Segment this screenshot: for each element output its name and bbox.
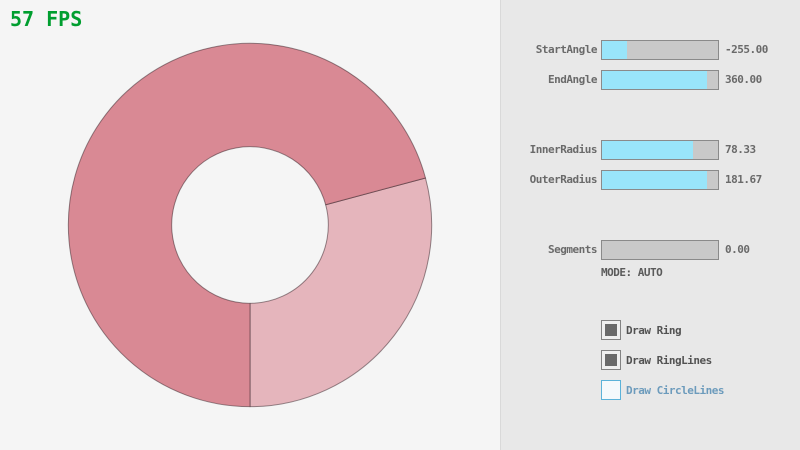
checkbox-row-draw-circlelines: Draw CircleLines <box>601 380 724 400</box>
startangle-value: -255.00 <box>725 43 768 56</box>
outerradius-slider-fill <box>602 171 708 189</box>
endangle-slider-fill <box>602 71 707 89</box>
slider-row-outerradius: OuterRadius 181.67 <box>501 170 800 190</box>
slider-row-innerradius: InnerRadius 78.33 <box>501 140 800 160</box>
innerradius-label: InnerRadius <box>529 143 598 156</box>
checkbox-row-draw-ring: Draw Ring <box>601 320 682 340</box>
slider-row-endangle: EndAngle 360.00 <box>501 70 800 90</box>
innerradius-slider[interactable] <box>601 140 719 160</box>
checkbox-check-icon <box>604 323 617 336</box>
endangle-label: EndAngle <box>548 73 597 86</box>
fps-counter: 57 FPS <box>10 7 83 31</box>
slider-row-segments: Segments 0.00 <box>501 240 800 260</box>
segments-slider[interactable] <box>601 240 719 260</box>
startangle-slider[interactable] <box>601 40 719 60</box>
draw-ringlines-label: Draw RingLines <box>626 353 712 367</box>
checkbox-check-icon <box>604 353 617 366</box>
slider-row-startangle: StartAngle -255.00 <box>501 40 800 60</box>
ring-segment-dark <box>67 42 427 408</box>
draw-circlelines-label: Draw CircleLines <box>626 383 724 397</box>
innerradius-slider-fill <box>602 141 693 159</box>
segments-mode-label: MODE: AUTO <box>601 266 663 279</box>
ring-segment-light <box>249 177 433 408</box>
startangle-slider-fill <box>602 41 628 59</box>
endangle-slider[interactable] <box>601 70 719 90</box>
checkbox-row-draw-ringlines: Draw RingLines <box>601 350 712 370</box>
outerradius-slider[interactable] <box>601 170 719 190</box>
outerradius-label: OuterRadius <box>529 173 598 186</box>
outerradius-value: 181.67 <box>725 173 762 186</box>
ring-donut-chart <box>67 42 433 408</box>
startangle-label: StartAngle <box>535 43 598 56</box>
settings-panel: StartAngle -255.00 EndAngle 360.00 Inner… <box>500 0 800 450</box>
innerradius-value: 78.33 <box>725 143 756 156</box>
draw-circlelines-checkbox[interactable] <box>601 380 621 400</box>
draw-ring-label: Draw Ring <box>626 323 682 337</box>
segments-value: 0.00 <box>725 243 750 256</box>
draw-ring-checkbox[interactable] <box>601 320 621 340</box>
endangle-value: 360.00 <box>725 73 762 86</box>
segments-label: Segments <box>548 243 597 256</box>
draw-ringlines-checkbox[interactable] <box>601 350 621 370</box>
